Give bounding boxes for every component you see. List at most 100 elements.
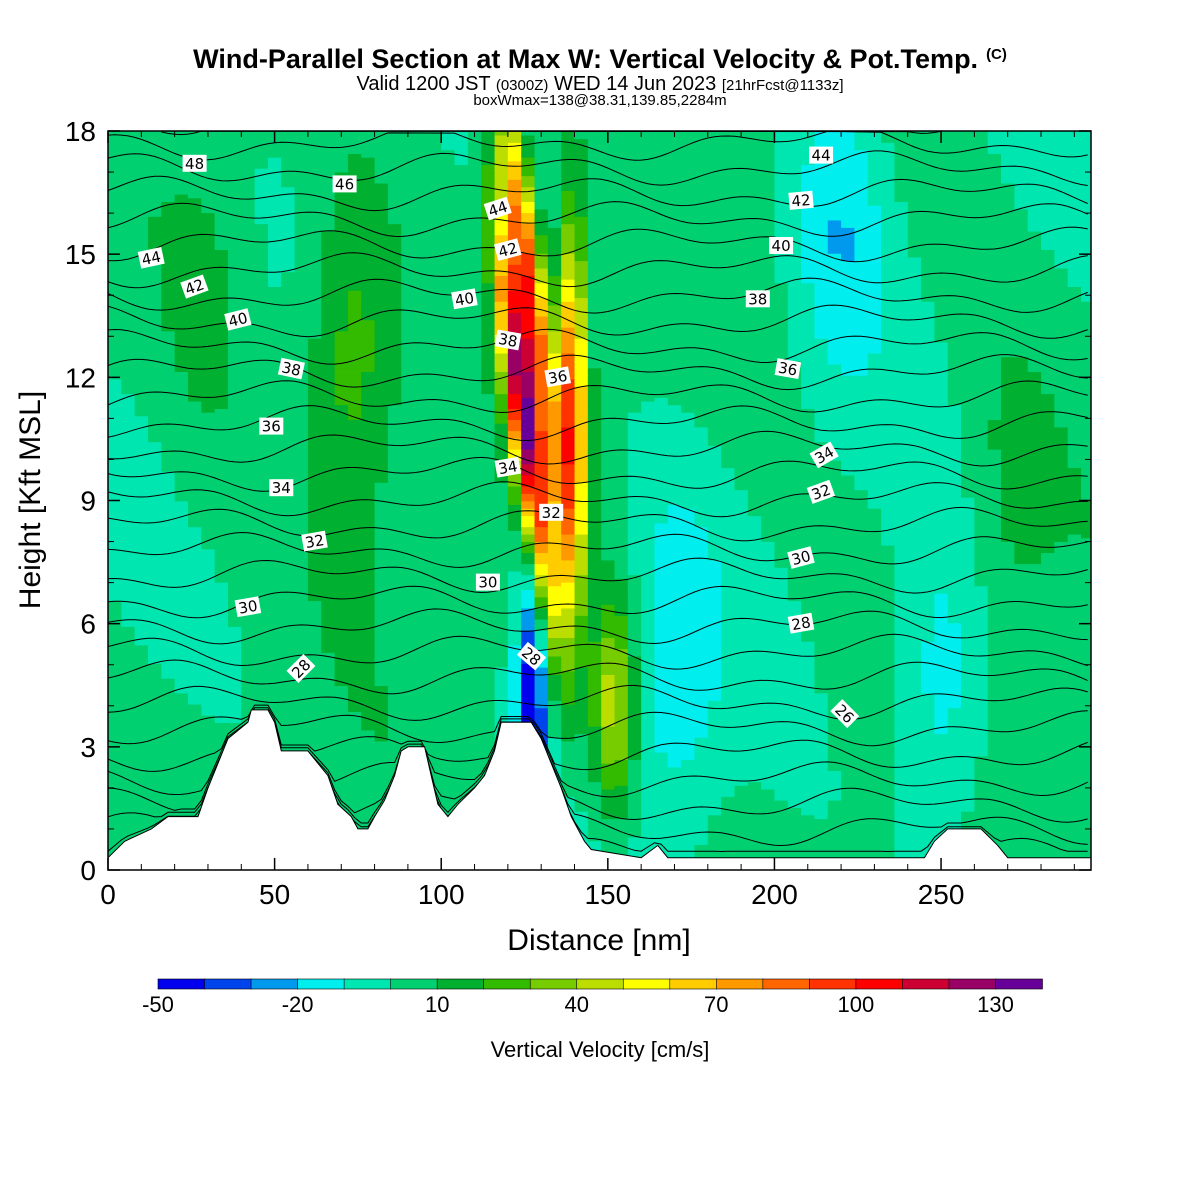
- field-cell: [774, 818, 789, 823]
- field-cell: [294, 714, 309, 720]
- field-cell: [894, 829, 909, 834]
- field-cell: [801, 633, 816, 639]
- field-cell: [281, 733, 296, 738]
- field-cell: [1054, 781, 1069, 786]
- field-cell: [681, 799, 696, 805]
- field-cell: [1081, 736, 1091, 742]
- field-cell: [187, 629, 203, 635]
- field-cell: [401, 677, 416, 683]
- field-cell: [387, 711, 403, 716]
- field-cell: [947, 633, 962, 639]
- field-cell: [694, 692, 709, 698]
- field-cell: [454, 622, 469, 627]
- field-cell: [561, 663, 576, 668]
- field-cell: [601, 722, 616, 727]
- field-cell: [827, 633, 842, 639]
- field-cell: [761, 711, 776, 716]
- field-cell: [454, 718, 469, 724]
- field-cell: [947, 744, 962, 749]
- field-cell: [841, 836, 856, 842]
- field-cell: [787, 648, 802, 653]
- field-cell: [334, 659, 349, 664]
- field-cell: [961, 799, 976, 805]
- field-cell: [174, 692, 189, 698]
- field-cell: [361, 740, 376, 746]
- field-cell: [1054, 818, 1069, 823]
- field-cell: [881, 814, 896, 820]
- field-cell: [961, 666, 976, 672]
- field-cell: [721, 803, 736, 808]
- field-cell: [1014, 821, 1029, 827]
- field-cell: [774, 674, 789, 679]
- field-cell: [1081, 781, 1091, 786]
- field-cell: [494, 622, 509, 627]
- field-cell: [734, 711, 749, 716]
- field-cell: [1081, 755, 1091, 760]
- field-cell: [187, 770, 203, 775]
- field-cell: [1014, 851, 1029, 857]
- field-cell: [787, 810, 802, 816]
- field-cell: [881, 736, 896, 742]
- field-cell: [121, 796, 136, 801]
- field-cell: [481, 722, 496, 727]
- field-cell: [614, 751, 629, 757]
- field-cell: [481, 663, 496, 668]
- field-cell: [108, 844, 123, 849]
- field-cell: [934, 655, 949, 661]
- field-cell: [1014, 740, 1029, 746]
- field-cell: [654, 681, 669, 687]
- field-cell: [721, 663, 736, 668]
- field-cell: [587, 833, 602, 838]
- field-cell: [387, 700, 403, 705]
- field-cell: [534, 681, 549, 687]
- field-cell: [1027, 759, 1042, 764]
- field-cell: [134, 770, 149, 775]
- field-cell: [841, 640, 856, 646]
- field-cell: [401, 736, 416, 742]
- field-cell: [1054, 755, 1069, 760]
- field-cell: [654, 666, 669, 672]
- field-cell: [667, 762, 682, 768]
- field-cell: [761, 740, 776, 746]
- field-cell: [1067, 833, 1082, 838]
- field-cell: [934, 622, 949, 627]
- field-cell: [294, 626, 309, 631]
- field-cell: [187, 744, 203, 749]
- field-cell: [907, 637, 922, 642]
- field-cell: [601, 688, 616, 694]
- field-cell: [441, 733, 456, 738]
- field-cell: [454, 644, 469, 650]
- field-cell: [161, 788, 176, 794]
- field-cell: [361, 722, 376, 727]
- field-cell: [961, 762, 976, 768]
- field-cell: [987, 770, 1002, 775]
- field-cell: [441, 648, 456, 653]
- field-cell: [881, 718, 896, 724]
- field-cell: [201, 740, 216, 746]
- field-cell: [587, 744, 602, 749]
- field-cell: [414, 733, 429, 738]
- field-cell: [947, 626, 962, 631]
- field-cell: [467, 725, 483, 731]
- field-cell: [801, 796, 816, 801]
- field-cell: [561, 796, 576, 801]
- field-cell: [654, 674, 669, 679]
- field-cell: [614, 818, 629, 823]
- field-cell: [241, 703, 256, 709]
- field-cell: [601, 703, 616, 709]
- field-cell: [787, 777, 802, 783]
- field-cell: [227, 674, 243, 679]
- field-cell: [707, 659, 722, 664]
- field-cell: [961, 670, 976, 675]
- field-cell: [1081, 785, 1091, 790]
- field-cell: [667, 770, 682, 775]
- field-cell: [201, 692, 216, 698]
- field-cell: [694, 755, 709, 760]
- field-cell: [321, 681, 336, 687]
- field-cell: [201, 629, 216, 635]
- field-cell: [947, 644, 962, 650]
- field-cell: [374, 640, 389, 646]
- field-cell: [401, 629, 416, 635]
- field-cell: [1067, 725, 1082, 731]
- field-cell: [641, 677, 656, 683]
